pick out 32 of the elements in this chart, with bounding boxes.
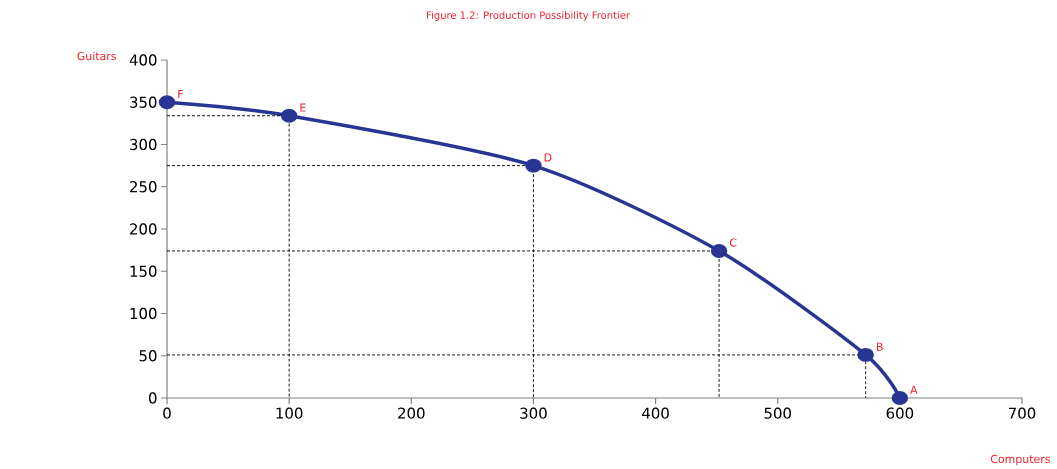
x-axis-title: Computers [990, 455, 1050, 466]
chart-title: Figure 1.2: Production Possibility Frontier [427, 11, 630, 22]
point [891, 391, 909, 406]
point [857, 348, 874, 363]
y-tick-label: 300 [130, 139, 157, 151]
x-tick-label: 300 [520, 407, 547, 420]
annotation: B [876, 342, 883, 351]
annotation: A [910, 386, 918, 395]
point [525, 158, 542, 173]
point [280, 109, 298, 123]
annotation: D [544, 153, 552, 162]
y-tick-label: 250 [130, 181, 157, 193]
x-tick-label: 100 [276, 407, 303, 420]
x-tick-label: 500 [764, 407, 791, 420]
y-tick-label: 0 [148, 392, 157, 404]
x-tick-label: 0 [163, 407, 171, 420]
point [158, 95, 176, 110]
annotation: F [178, 90, 183, 99]
point [710, 244, 728, 259]
annotation: E [300, 103, 306, 112]
annotation: C [729, 238, 737, 247]
x-tick-label: 600 [886, 407, 914, 420]
x-tick-label: 200 [398, 407, 425, 420]
y-axis-title: Guitars [77, 51, 116, 61]
x-tick-label: 700 [1008, 407, 1036, 420]
y-tick-label: 100 [130, 308, 157, 320]
y-tick-label: 400 [129, 54, 157, 66]
y-tick-label: 50 [139, 350, 157, 362]
x-tick-label: 400 [642, 407, 669, 420]
y-tick-label: 350 [130, 96, 157, 109]
y-tick-label: 200 [130, 223, 157, 235]
y-tick-label: 150 [130, 265, 157, 278]
